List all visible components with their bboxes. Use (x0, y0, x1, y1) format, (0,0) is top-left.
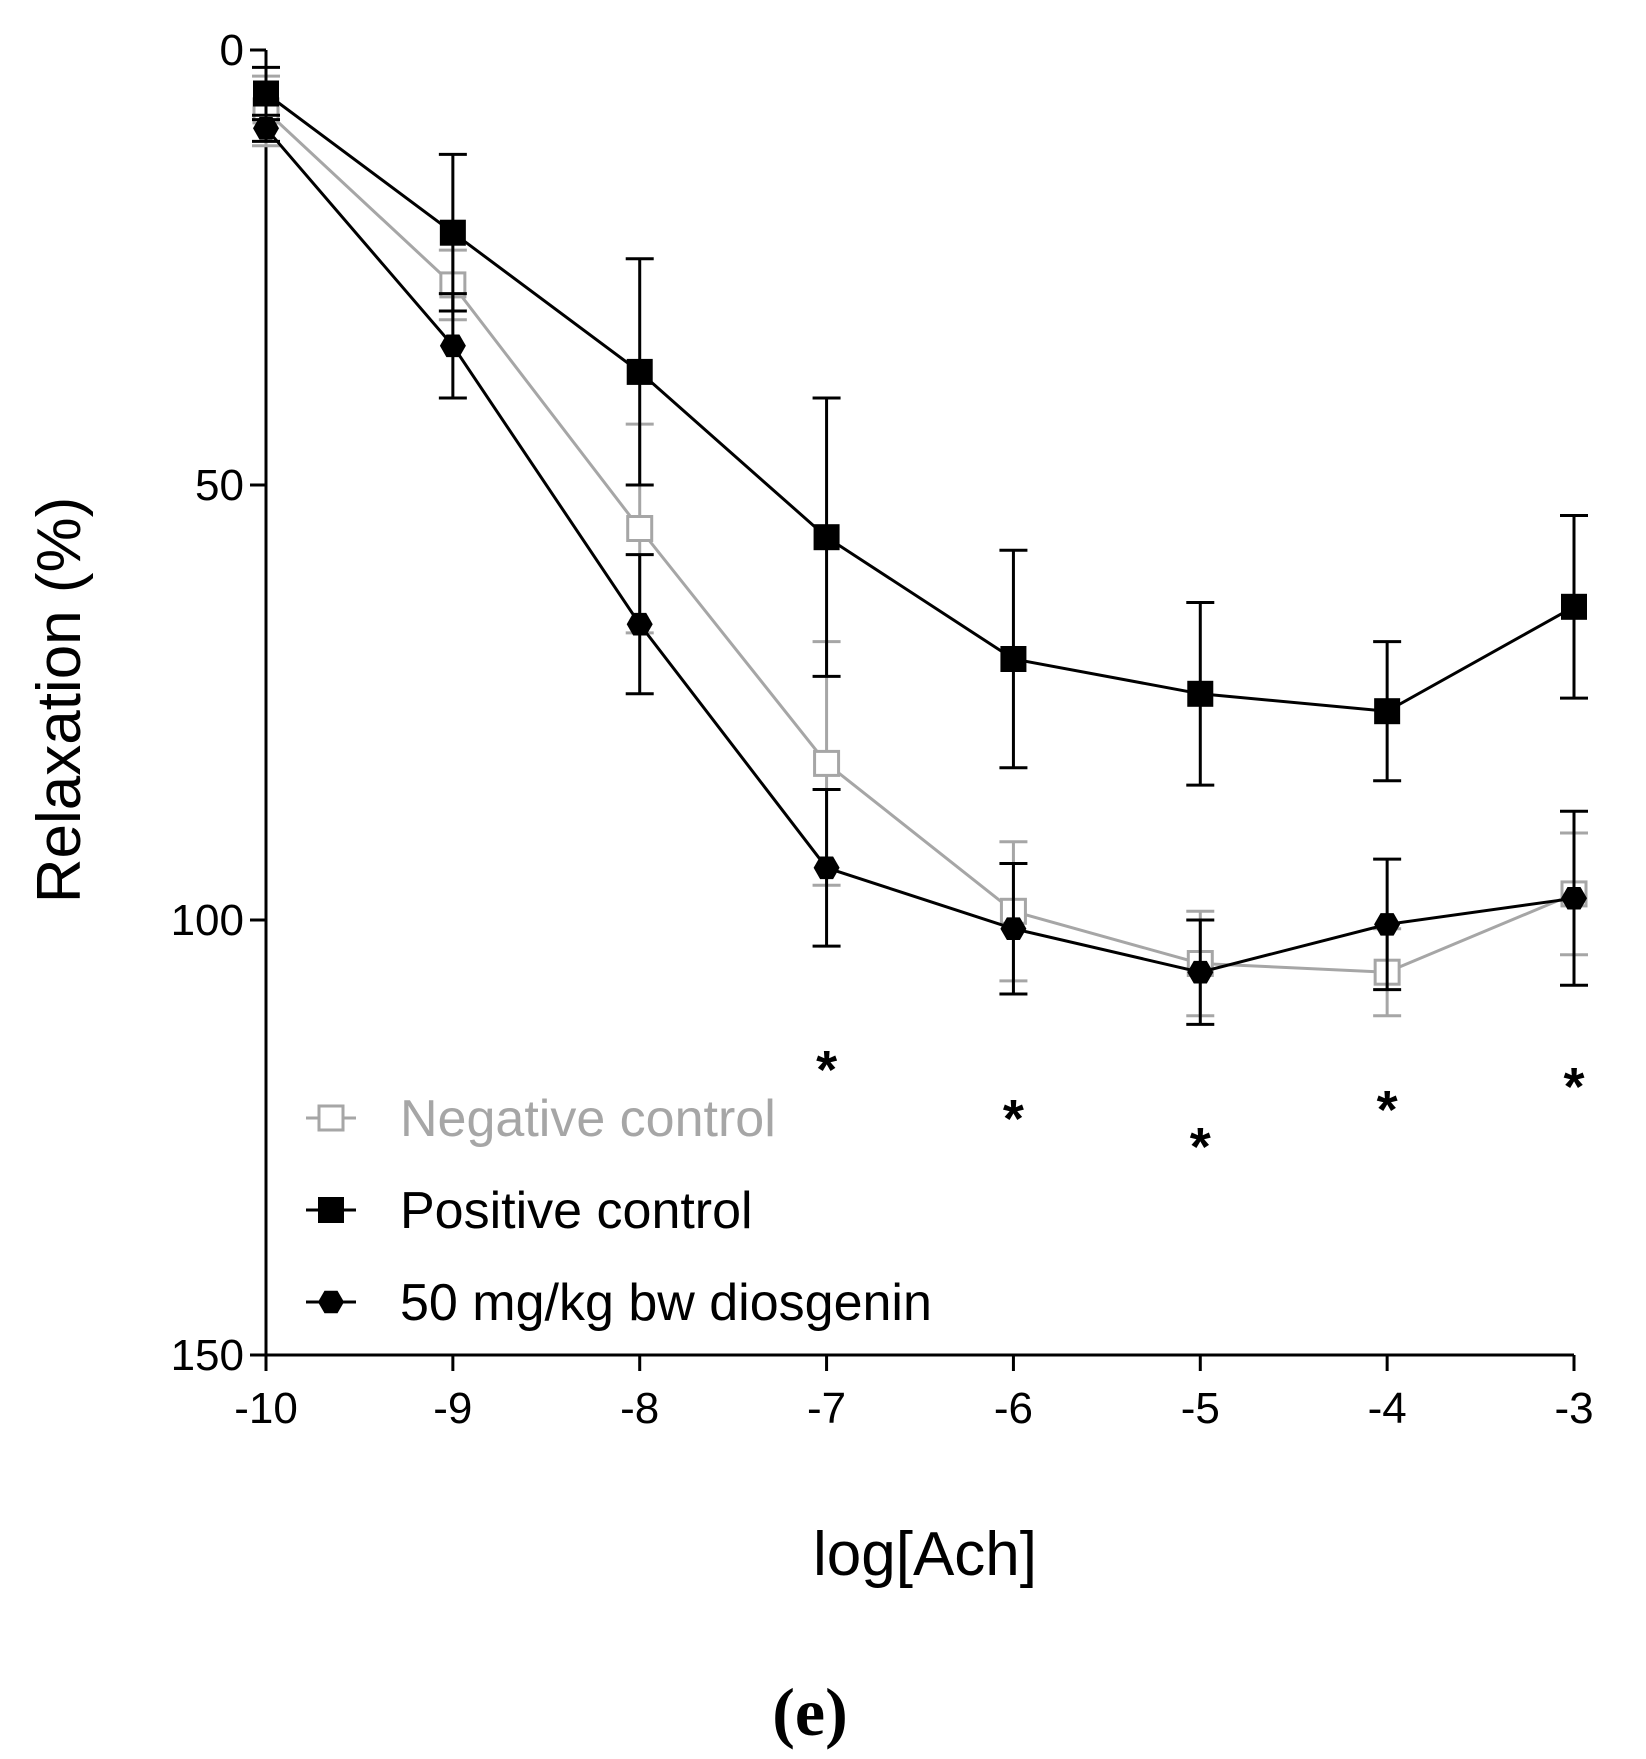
x-tick-label: -3 (1554, 1384, 1593, 1433)
x-tick-label: -8 (620, 1384, 659, 1433)
data-point (626, 358, 653, 385)
x-tick-label: -7 (807, 1384, 846, 1433)
y-tick-label: 50 (195, 461, 244, 510)
significance-marker: * (1377, 1080, 1398, 1140)
significance-marker: * (1563, 1057, 1584, 1117)
data-point (1000, 917, 1027, 940)
significance-group: * * * * * (816, 1040, 1584, 1177)
y-tick-label: 150 (171, 1331, 244, 1380)
x-tick-label: -5 (1181, 1384, 1220, 1433)
data-point (813, 524, 840, 551)
series-2 (252, 65, 1588, 787)
data-point (1561, 887, 1587, 910)
legend-marker (318, 1197, 344, 1223)
legend: Negative control Positive control 50 mg/kg… (306, 1090, 932, 1332)
data-point (1000, 646, 1027, 672)
data-point (1374, 913, 1401, 936)
data-point (439, 219, 466, 246)
x-tick-label: -4 (1368, 1384, 1407, 1433)
data-point (253, 117, 279, 140)
data-point (1187, 960, 1214, 984)
y-tick-label: 0 (220, 26, 244, 75)
y-axis-title: Relaxation (%) (25, 497, 94, 904)
y-tick-label: 100 (171, 896, 244, 945)
axes-group: 0 50 100 150-10 -9 -8 -7 -6 -5 -4 -3 (171, 26, 1594, 1433)
data-point (253, 80, 279, 107)
legend-item: Positive control (306, 1182, 753, 1240)
series-line (265, 92, 1575, 713)
legend-label: Positive control (400, 1182, 753, 1240)
legend-marker (318, 1290, 344, 1314)
x-tick-label: -6 (994, 1384, 1033, 1433)
legend-label: 50 mg/kg bw diosgenin (400, 1274, 932, 1332)
series-group (252, 65, 1588, 1026)
data-point (813, 749, 841, 777)
legend-item: 50 mg/kg bw diosgenin (306, 1274, 932, 1332)
panel-label: (e) (772, 1674, 847, 1750)
series-3 (252, 113, 1588, 1026)
data-point (626, 515, 654, 542)
data-point (1187, 680, 1214, 707)
data-point (439, 334, 466, 358)
x-tick-label: -9 (433, 1384, 472, 1433)
x-axis-title: log[Ach] (813, 1520, 1037, 1589)
series-line (264, 127, 1575, 974)
legend-marker (317, 1104, 345, 1132)
legend-label: Negative control (400, 1090, 776, 1148)
data-point (1561, 593, 1587, 620)
data-point (626, 612, 653, 636)
significance-marker: * (1003, 1089, 1024, 1149)
significance-marker: * (816, 1040, 837, 1100)
x-tick-label: -10 (234, 1384, 298, 1433)
significance-marker: * (1190, 1117, 1211, 1177)
legend-item: Negative control (306, 1090, 776, 1148)
data-point (813, 856, 840, 880)
data-point (1374, 698, 1401, 725)
series-line (264, 109, 1575, 974)
